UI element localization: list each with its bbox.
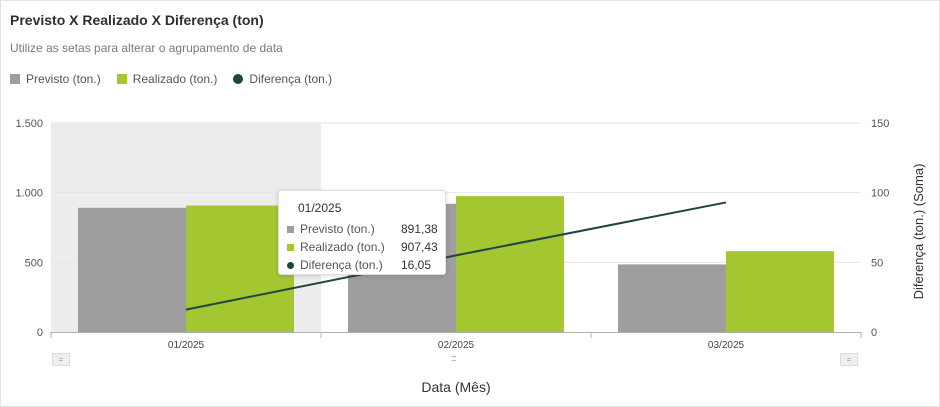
x-tick-label-2: 03/2025	[708, 340, 745, 351]
tooltip-swatch-realizado	[287, 243, 294, 251]
tooltip-label-diferenca: Diferença (ton.)	[300, 258, 383, 272]
line-diferenca	[185, 201, 727, 311]
bar-realizado-1	[456, 196, 564, 332]
y2-tick-label-0: 0	[871, 327, 877, 339]
bar-previsto-2	[618, 264, 726, 332]
tooltip-value-realizado: 907,43	[401, 240, 438, 254]
legend-item-previsto[interactable]: Previsto (ton.)	[10, 72, 101, 86]
tooltip-value-previsto: 891,38	[401, 222, 438, 236]
y2-tick-label-3: 150	[871, 118, 889, 130]
tooltip-value-diferenca: 16,05	[401, 258, 432, 272]
tooltip-swatch-diferenca	[287, 261, 294, 269]
legend-swatch-realizado	[116, 74, 127, 84]
y2-tick-label-1: 50	[871, 257, 883, 269]
chart-subtitle: Utilize as setas para alterar o agrupame…	[10, 41, 283, 55]
scroll-right-button[interactable]: =	[840, 353, 858, 366]
drag-grip-icon[interactable]: :::	[451, 353, 456, 363]
legend-item-realizado[interactable]: Realizado (ton.)	[116, 72, 218, 86]
legend-swatch-previsto	[10, 74, 20, 84]
tooltip-swatch-previsto	[287, 225, 294, 233]
tooltip-header: 01/2025	[298, 201, 342, 215]
scroll-left-button[interactable]: =	[52, 353, 70, 366]
chart-title: Previsto X Realizado X Diferença (ton)	[10, 12, 264, 28]
x-tick-label-0: 01/2025	[168, 340, 205, 351]
legend-item-diferenca[interactable]: Diferença (ton.)	[233, 72, 332, 86]
bar-previsto-0	[78, 207, 186, 332]
tooltip-row-diferenca: Diferença (ton.) 16,05	[287, 258, 431, 272]
y2-tick-label-2: 100	[871, 188, 889, 200]
tooltip-label-previsto: Previsto (ton.)	[300, 222, 375, 236]
x-tick-label-1: 02/2025	[438, 340, 475, 351]
scroll-right-icon: =	[846, 355, 852, 364]
legend-label-previsto: Previsto (ton.)	[26, 72, 101, 86]
chart-legend: Previsto (ton.) Realizado (ton.) Diferen…	[10, 72, 332, 86]
tooltip-row-realizado: Realizado (ton.) 907,43	[287, 240, 438, 254]
y-tick-label-0: 0	[37, 327, 43, 339]
legend-label-realizado: Realizado (ton.)	[132, 72, 218, 86]
legend-swatch-diferenca	[233, 74, 244, 84]
y2-axis-title: Diferença (ton.) (Soma)	[911, 164, 926, 300]
tooltip-label-realizado: Realizado (ton.)	[300, 240, 385, 254]
tooltip-row-previsto: Previsto (ton.) 891,38	[287, 222, 438, 236]
x-axis-title: Data (Mês)	[421, 379, 490, 395]
y-tick-label-1: 500	[25, 257, 43, 269]
y-tick-label-2: 1.000	[15, 188, 43, 200]
legend-label-diferenca: Diferença (ton.)	[249, 72, 333, 86]
bar-realizado-0	[186, 205, 294, 332]
y-tick-label-3: 1.500	[15, 118, 43, 130]
bar-realizado-2	[726, 251, 834, 332]
scroll-left-icon: =	[58, 355, 64, 364]
chart-tooltip: 01/2025 Previsto (ton.) 891,38 Realizado…	[278, 190, 446, 275]
